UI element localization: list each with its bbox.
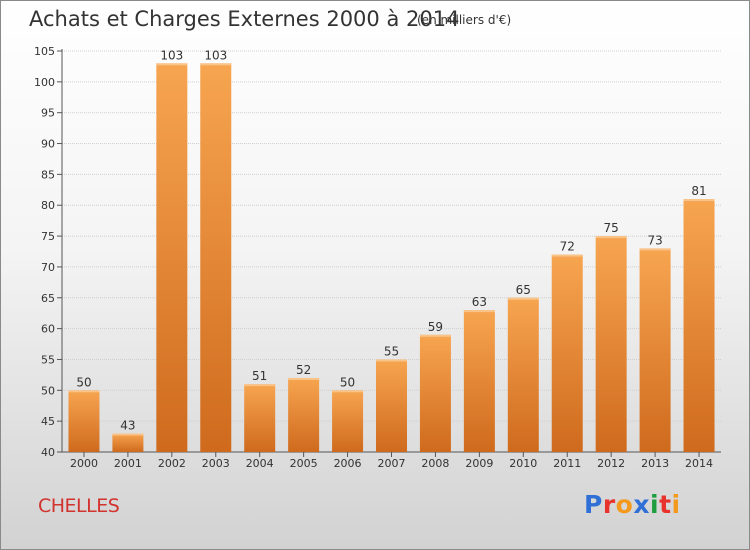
bar-value-label: 81 bbox=[691, 184, 706, 198]
bar bbox=[683, 199, 715, 452]
x-tick-label: 2003 bbox=[202, 457, 230, 470]
bar bbox=[551, 254, 583, 452]
x-tick-label: 2007 bbox=[378, 457, 406, 470]
city-name: CHELLES bbox=[38, 495, 120, 517]
bar-value-label: 43 bbox=[120, 418, 135, 432]
logo-letter: t bbox=[659, 490, 672, 519]
bar-value-label: 50 bbox=[76, 375, 91, 389]
x-tick-label: 2008 bbox=[421, 457, 449, 470]
bar bbox=[68, 390, 100, 452]
bar-highlight bbox=[288, 377, 320, 380]
y-tick-label: 90 bbox=[41, 138, 55, 151]
chart-subtitle: (en milliers d'€) bbox=[417, 13, 512, 27]
y-tick-label: 45 bbox=[41, 415, 55, 428]
y-tick-label: 100 bbox=[34, 76, 55, 89]
bar-highlight bbox=[112, 433, 144, 436]
bar-value-label: 63 bbox=[472, 295, 487, 309]
bar-highlight bbox=[200, 63, 232, 66]
x-tick-label: 2013 bbox=[641, 457, 669, 470]
logo-letter: x bbox=[633, 490, 650, 519]
bar-value-label: 103 bbox=[160, 48, 183, 62]
logo-letter: i bbox=[671, 490, 681, 519]
x-tick-label: 2011 bbox=[553, 457, 581, 470]
bar bbox=[507, 297, 539, 452]
chart-title: Achats et Charges Externes 2000 à 2014 bbox=[29, 7, 460, 31]
x-tick-label: 2002 bbox=[158, 457, 186, 470]
x-tick-label: 2005 bbox=[290, 457, 318, 470]
y-tick-label: 105 bbox=[34, 45, 55, 58]
bar bbox=[156, 63, 188, 452]
labels: 40 45 50 55 60 65 70 75 80 85 90 95 100 105 50 2000 43 20… bbox=[34, 45, 713, 470]
y-tick-label: 70 bbox=[41, 261, 55, 274]
logo-letter: o bbox=[615, 490, 634, 519]
x-tick-label: 2012 bbox=[597, 457, 625, 470]
bar-highlight bbox=[156, 63, 188, 66]
bar-highlight bbox=[463, 310, 495, 313]
bar-value-label: 72 bbox=[560, 240, 575, 254]
x-tick-label: 2004 bbox=[246, 457, 274, 470]
x-tick-label: 2001 bbox=[114, 457, 142, 470]
x-tick-label: 2006 bbox=[334, 457, 362, 470]
bar bbox=[332, 390, 364, 452]
bar-value-label: 75 bbox=[604, 221, 619, 235]
y-tick-label: 40 bbox=[41, 446, 55, 459]
bar-value-label: 59 bbox=[428, 320, 443, 334]
bar-value-label: 50 bbox=[340, 375, 355, 389]
bars bbox=[68, 63, 715, 452]
bar-value-label: 52 bbox=[296, 363, 311, 377]
bar-highlight bbox=[376, 359, 407, 362]
bar-highlight bbox=[551, 254, 583, 257]
x-tick-label: 2014 bbox=[685, 457, 713, 470]
bar-highlight bbox=[244, 384, 276, 387]
bar-value-label: 51 bbox=[252, 369, 267, 383]
bar-highlight bbox=[332, 390, 364, 393]
bar-value-label: 103 bbox=[204, 48, 227, 62]
bar-highlight bbox=[595, 236, 627, 239]
x-tick-label: 2009 bbox=[465, 457, 493, 470]
bar bbox=[376, 359, 407, 452]
y-tick-label: 85 bbox=[41, 168, 55, 181]
bar bbox=[463, 310, 495, 452]
bar bbox=[419, 334, 451, 452]
y-tick-label: 60 bbox=[41, 323, 55, 336]
bar-highlight bbox=[68, 390, 100, 393]
bar bbox=[244, 384, 276, 452]
bar-highlight bbox=[507, 297, 539, 300]
bar-value-label: 73 bbox=[647, 233, 662, 247]
logo-letter: P bbox=[584, 490, 603, 519]
logo-letter: i bbox=[650, 490, 660, 519]
proxiti-logo[interactable]: Proxiti bbox=[584, 490, 681, 519]
x-tick-label: 2010 bbox=[509, 457, 537, 470]
logo-letter: r bbox=[602, 490, 616, 519]
y-tick-label: 75 bbox=[41, 230, 55, 243]
bar bbox=[200, 63, 232, 452]
x-tick-label: 2000 bbox=[70, 457, 98, 470]
y-tick-label: 50 bbox=[41, 384, 55, 397]
bar-highlight bbox=[639, 248, 671, 251]
y-tick-label: 55 bbox=[41, 353, 55, 366]
y-tick-label: 95 bbox=[41, 107, 55, 120]
bar bbox=[639, 248, 671, 452]
bar-highlight bbox=[419, 334, 451, 337]
bar-highlight bbox=[683, 199, 715, 202]
bar-value-label: 65 bbox=[516, 283, 531, 297]
bar bbox=[288, 377, 320, 452]
bar bbox=[112, 433, 144, 452]
bar-value-label: 55 bbox=[384, 344, 399, 358]
y-tick-label: 65 bbox=[41, 292, 55, 305]
bar bbox=[595, 236, 627, 452]
y-tick-label: 80 bbox=[41, 199, 55, 212]
